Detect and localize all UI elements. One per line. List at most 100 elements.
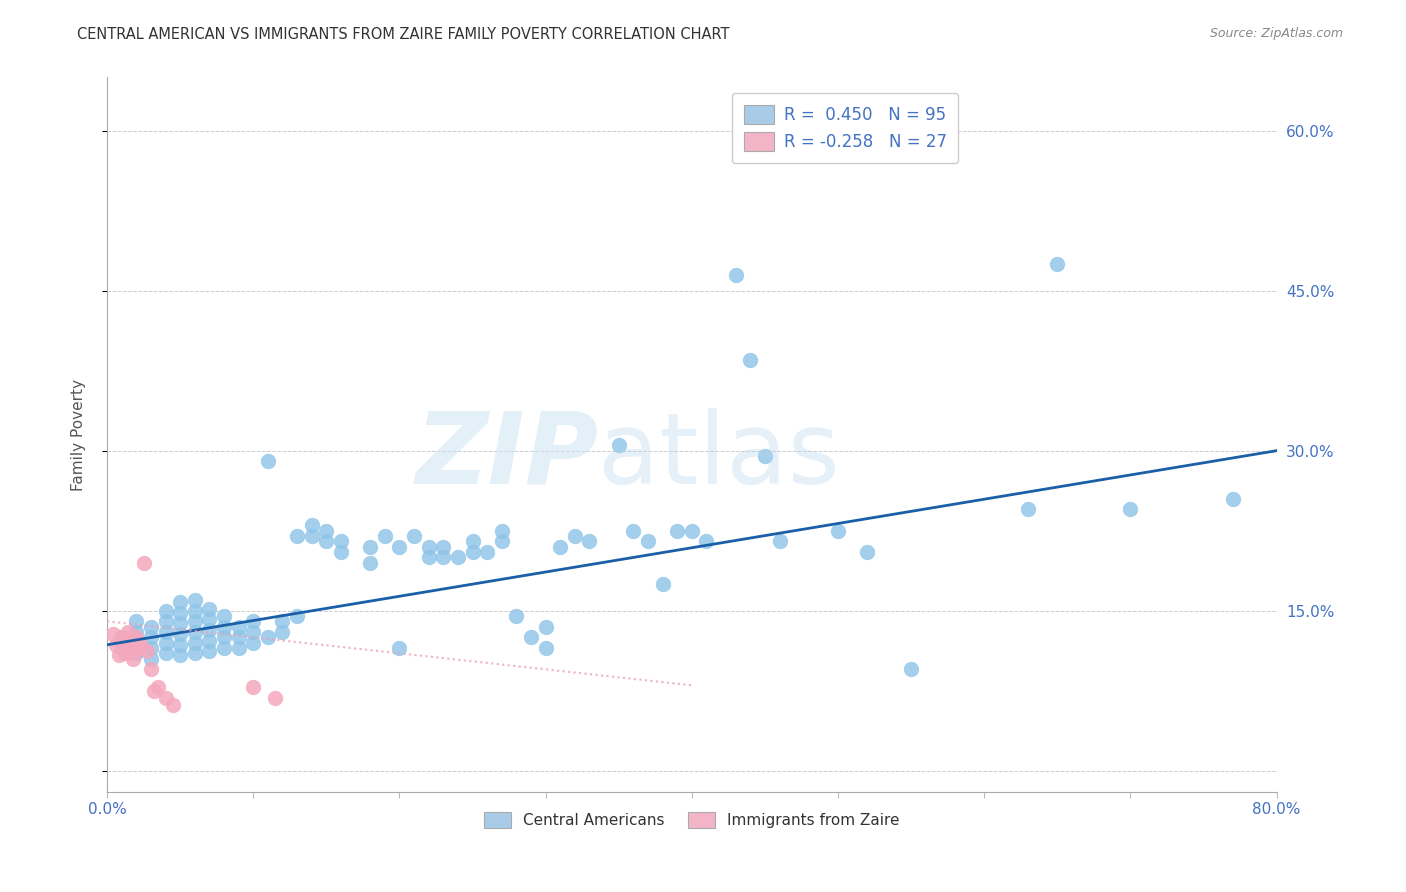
- Point: [111, 640, 134, 655]
- Point: [271, 625, 294, 640]
- Point: [1046, 257, 1069, 271]
- Point: [184, 635, 207, 649]
- Point: [125, 646, 148, 660]
- Point: [534, 620, 557, 634]
- Point: [139, 620, 162, 634]
- Point: [447, 550, 470, 565]
- Point: [359, 540, 381, 554]
- Point: [125, 625, 148, 640]
- Point: [491, 534, 513, 549]
- Point: [148, 681, 170, 695]
- Point: [125, 615, 148, 629]
- Text: CENTRAL AMERICAN VS IMMIGRANTS FROM ZAIRE FAMILY POVERTY CORRELATION CHART: CENTRAL AMERICAN VS IMMIGRANTS FROM ZAIR…: [77, 27, 730, 42]
- Point: [169, 648, 191, 663]
- Point: [564, 529, 586, 543]
- Point: [114, 646, 136, 660]
- Point: [184, 615, 207, 629]
- Point: [129, 640, 152, 655]
- Point: [228, 640, 250, 655]
- Point: [1222, 491, 1244, 506]
- Point: [169, 638, 191, 652]
- Point: [155, 615, 177, 629]
- Point: [139, 640, 162, 655]
- Point: [330, 545, 353, 559]
- Point: [271, 615, 294, 629]
- Point: [228, 630, 250, 644]
- Point: [127, 640, 149, 655]
- Point: [740, 353, 762, 368]
- Legend: Central Americans, Immigrants from Zaire: Central Americans, Immigrants from Zaire: [478, 806, 905, 834]
- Point: [257, 630, 280, 644]
- Point: [115, 635, 138, 649]
- Point: [135, 644, 157, 658]
- Point: [578, 534, 600, 549]
- Point: [900, 662, 922, 676]
- Point: [212, 620, 235, 634]
- Y-axis label: Family Poverty: Family Poverty: [72, 379, 86, 491]
- Point: [548, 540, 571, 554]
- Point: [139, 630, 162, 644]
- Point: [359, 556, 381, 570]
- Point: [184, 625, 207, 640]
- Point: [124, 640, 146, 655]
- Point: [315, 534, 337, 549]
- Text: atlas: atlas: [598, 408, 839, 505]
- Point: [285, 609, 308, 624]
- Point: [491, 524, 513, 538]
- Point: [139, 651, 162, 665]
- Point: [198, 601, 221, 615]
- Point: [228, 620, 250, 634]
- Point: [257, 454, 280, 468]
- Point: [388, 640, 411, 655]
- Text: ZIP: ZIP: [415, 408, 598, 505]
- Point: [388, 540, 411, 554]
- Point: [198, 612, 221, 626]
- Point: [212, 609, 235, 624]
- Point: [122, 651, 145, 665]
- Point: [169, 627, 191, 641]
- Point: [461, 534, 484, 549]
- Point: [505, 609, 527, 624]
- Point: [128, 635, 150, 649]
- Point: [607, 438, 630, 452]
- Point: [666, 524, 689, 538]
- Point: [162, 698, 184, 712]
- Point: [198, 633, 221, 648]
- Point: [155, 646, 177, 660]
- Point: [111, 640, 134, 655]
- Point: [155, 604, 177, 618]
- Point: [330, 534, 353, 549]
- Point: [315, 524, 337, 538]
- Point: [475, 545, 498, 559]
- Point: [104, 638, 127, 652]
- Point: [432, 550, 454, 565]
- Point: [285, 529, 308, 543]
- Point: [301, 518, 323, 533]
- Point: [107, 648, 129, 663]
- Point: [242, 615, 264, 629]
- Point: [117, 625, 139, 640]
- Point: [132, 556, 155, 570]
- Point: [374, 529, 396, 543]
- Point: [621, 524, 644, 538]
- Point: [827, 524, 849, 538]
- Point: [125, 630, 148, 644]
- Point: [432, 540, 454, 554]
- Point: [118, 646, 141, 660]
- Point: [754, 449, 776, 463]
- Point: [242, 625, 264, 640]
- Point: [155, 635, 177, 649]
- Point: [198, 644, 221, 658]
- Point: [155, 691, 177, 706]
- Point: [418, 540, 440, 554]
- Point: [768, 534, 790, 549]
- Point: [169, 606, 191, 620]
- Point: [111, 630, 134, 644]
- Point: [520, 630, 543, 644]
- Point: [139, 662, 162, 676]
- Text: Source: ZipAtlas.com: Source: ZipAtlas.com: [1209, 27, 1343, 40]
- Point: [184, 604, 207, 618]
- Point: [212, 630, 235, 644]
- Point: [1119, 502, 1142, 516]
- Point: [121, 630, 143, 644]
